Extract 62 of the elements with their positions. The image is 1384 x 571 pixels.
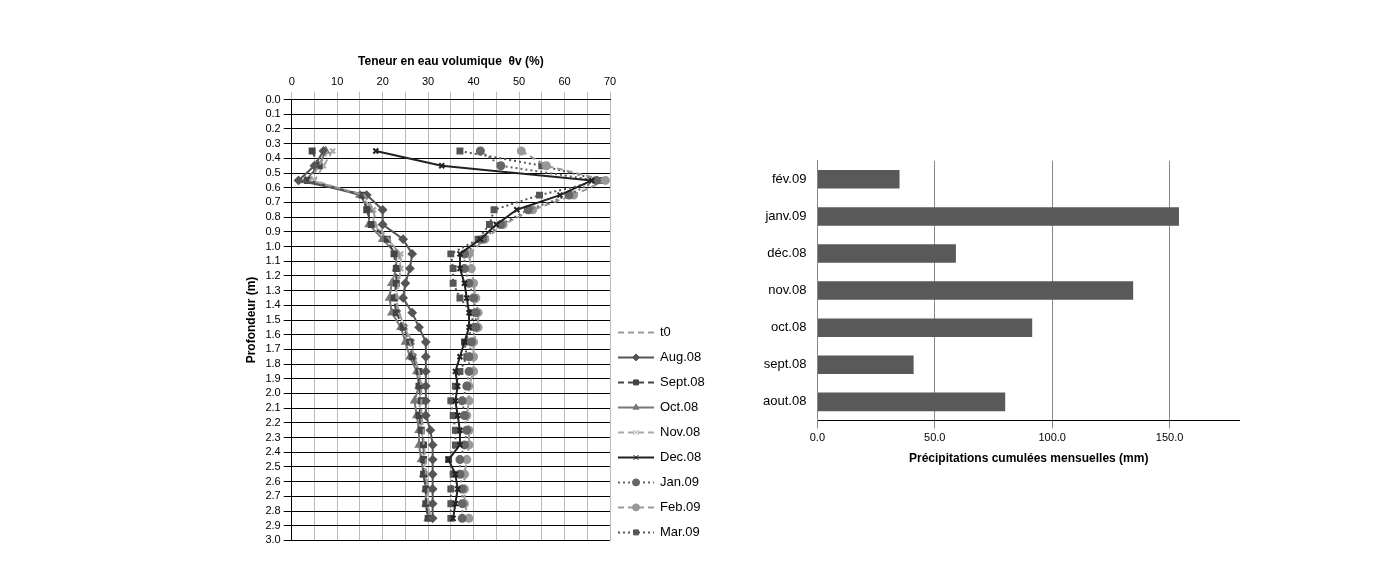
y-tick-label: 1.7 [265, 342, 281, 355]
y-tick-label: 0.1 [265, 107, 281, 120]
y-tick-label: nov.08 [768, 282, 807, 298]
legend-label: Jan.09 [660, 473, 700, 489]
x-tick-label: 10 [331, 75, 344, 88]
legend-label: Dec.08 [660, 448, 702, 464]
y-tick-label: 2.7 [265, 489, 281, 502]
y-tick-label: 0.6 [265, 180, 281, 193]
y-tick-label: oct.08 [770, 319, 807, 335]
y-tick-label: déc.08 [767, 245, 807, 261]
y-tick-label: 2.0 [265, 386, 281, 399]
x-tick-label: 0.0 [809, 431, 826, 444]
y-tick-label: 1.5 [265, 313, 281, 326]
x-tick-label: 20 [376, 75, 389, 88]
y-tick-label: 2.1 [265, 401, 281, 414]
y-tick-label: 0.3 [265, 136, 281, 149]
y-tick-label: 0.2 [265, 122, 281, 135]
legend-label: t0 [660, 323, 671, 339]
y-axis-title: Profondeur (m) [243, 276, 258, 364]
y-tick-label: 0.5 [265, 166, 281, 179]
y-tick-label: 1.0 [265, 239, 281, 252]
y-tick-label: janv.09 [764, 208, 807, 224]
x-axis-title: Précipitations cumulées mensuelles (mm) [908, 451, 1149, 466]
y-tick-label: 2.2 [265, 415, 281, 428]
legend-label: Sept.08 [660, 373, 705, 389]
y-tick-label: 1.3 [265, 283, 281, 296]
y-tick-label: 3.0 [265, 533, 281, 546]
x-tick-label: 50.0 [924, 431, 946, 444]
y-tick-label: 0.4 [265, 151, 281, 164]
legend-label: Aug.08 [660, 348, 702, 364]
legend-label: Mar.09 [660, 523, 700, 539]
y-tick-label: 1.9 [265, 371, 281, 384]
legend-label: Oct.08 [660, 398, 699, 414]
legend-label: Nov.08 [660, 423, 701, 439]
x-tick-label: 40 [467, 75, 480, 88]
y-tick-label: aout.08 [763, 393, 807, 409]
legend-label: Feb.09 [660, 498, 701, 514]
x-axis-title: Teneur en eau volumique θv (%) [358, 53, 544, 68]
y-tick-label: 1.8 [265, 357, 281, 370]
y-tick-label: 0.0 [265, 92, 281, 105]
y-tick-label: 0.9 [265, 224, 281, 237]
y-tick-label: 0.7 [265, 195, 281, 208]
y-tick-label: sept.08 [763, 356, 807, 372]
y-tick-label: 1.2 [265, 268, 281, 281]
y-tick-label: 2.6 [265, 474, 281, 487]
y-tick-label: 0.8 [265, 210, 281, 223]
x-tick-label: 30 [421, 75, 435, 88]
y-tick-label: fév.09 [771, 170, 807, 186]
y-tick-label: 2.8 [265, 504, 281, 517]
x-tick-label: 0 [288, 75, 295, 88]
y-tick-label: 2.9 [265, 518, 281, 531]
y-tick-label: 1.4 [265, 298, 281, 311]
y-tick-label: 1.6 [265, 327, 281, 340]
y-tick-label: 2.3 [265, 430, 281, 443]
y-tick-label: 1.1 [265, 254, 281, 267]
x-tick-label: 70 [603, 75, 617, 88]
x-tick-label: 50 [512, 75, 526, 88]
y-tick-label: 2.4 [265, 445, 281, 458]
y-tick-label: 2.5 [265, 459, 281, 472]
x-tick-label: 100.0 [1038, 431, 1066, 444]
x-tick-label: 60 [558, 75, 571, 88]
x-tick-label: 150.0 [1155, 431, 1184, 444]
